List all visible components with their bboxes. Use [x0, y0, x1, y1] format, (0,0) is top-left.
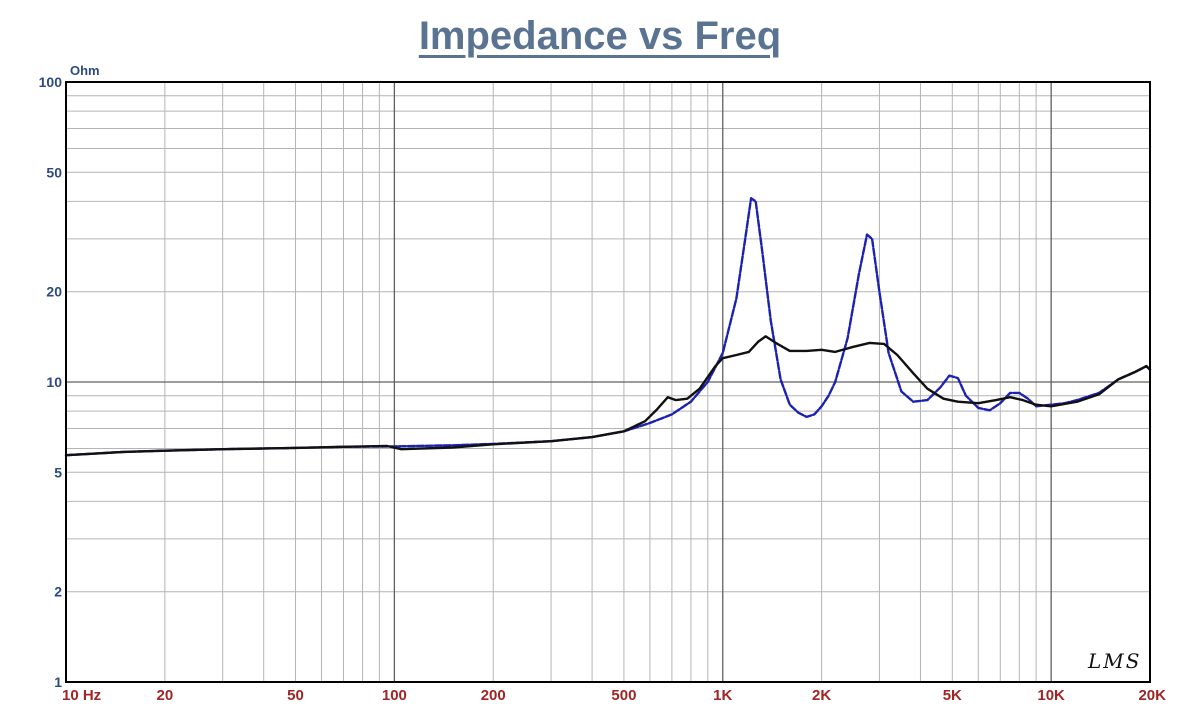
x-tick-label: 10K: [1037, 687, 1065, 704]
chart-title: Impedance vs Freq: [418, 14, 782, 58]
x-tick-label: 20K: [1138, 687, 1166, 704]
x-tick-label: 5K: [943, 687, 962, 704]
impedance-series-1: [64, 197, 1152, 457]
plot-frame: [65, 81, 1151, 683]
x-tick-label: 50: [287, 687, 304, 704]
x-tick-label: 10 Hz: [62, 687, 101, 704]
y-tick-label: 2: [54, 584, 62, 600]
lms-logo: LMS: [1087, 649, 1141, 673]
x-tick-label: 20: [157, 687, 174, 704]
y-tick-label: 1: [54, 674, 62, 690]
y-tick-label: 50: [46, 164, 62, 180]
y-tick-label: 100: [39, 74, 63, 90]
y-axis-unit: Ohm: [70, 63, 100, 78]
y-tick-label: 5: [54, 464, 62, 480]
x-tick-label: 100: [382, 687, 407, 704]
x-tick-label: 1K: [713, 687, 732, 704]
y-tick-labels: 1 2 5 10 20 50 100: [39, 74, 63, 690]
x-tick-label: 2K: [812, 687, 831, 704]
x-tick-label: 200: [481, 687, 506, 704]
x-tick-label: 500: [611, 687, 636, 704]
series-layer: [64, 197, 1152, 457]
x-tick-labels: 10 Hz 20 50 100 200 500 1K 2K 5K 10K 20K: [62, 687, 1166, 704]
y-tick-label: 20: [46, 284, 62, 300]
y-tick-label: 10: [46, 374, 62, 390]
impedance-series-2: [64, 335, 1152, 457]
